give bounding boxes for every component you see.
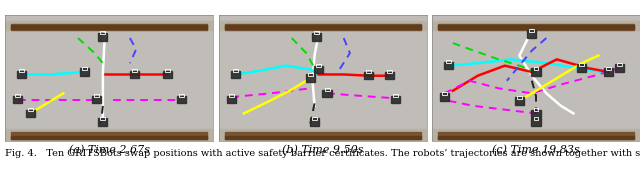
Bar — [446, 60, 451, 63]
Bar — [366, 70, 371, 74]
Bar — [391, 96, 400, 103]
Bar — [231, 71, 240, 78]
Bar — [94, 94, 99, 97]
Bar — [577, 64, 586, 72]
Bar — [13, 96, 22, 103]
Bar — [19, 69, 24, 72]
Bar — [606, 67, 611, 70]
Bar — [604, 68, 613, 76]
Bar — [227, 96, 236, 103]
Bar — [229, 94, 234, 97]
Bar — [99, 33, 108, 41]
Bar — [28, 108, 33, 111]
Bar — [387, 70, 392, 74]
Bar — [438, 25, 634, 29]
Bar — [323, 90, 332, 97]
Bar — [5, 21, 213, 30]
Bar — [517, 96, 522, 99]
Bar — [531, 110, 541, 117]
Bar — [219, 21, 427, 30]
Bar — [438, 132, 634, 139]
Bar — [219, 129, 427, 141]
Bar — [82, 67, 86, 70]
Bar — [385, 72, 394, 80]
Bar — [364, 72, 373, 80]
Bar — [314, 66, 323, 73]
Bar — [614, 64, 624, 72]
Bar — [12, 24, 207, 30]
Bar — [527, 30, 536, 38]
Bar — [579, 63, 584, 66]
Bar — [308, 73, 313, 76]
Bar — [225, 136, 420, 139]
Bar — [177, 96, 186, 103]
Bar — [99, 119, 108, 126]
Bar — [233, 69, 238, 72]
Bar — [306, 74, 315, 82]
Bar — [393, 94, 398, 97]
Bar — [314, 31, 319, 35]
Text: (a) Time 2.67s: (a) Time 2.67s — [68, 144, 150, 155]
Bar — [132, 69, 136, 72]
Bar — [129, 71, 139, 78]
Bar — [15, 94, 20, 97]
Bar — [12, 132, 207, 139]
Bar — [438, 136, 634, 139]
Bar — [12, 136, 207, 139]
Bar — [225, 25, 420, 29]
Bar — [444, 62, 453, 69]
Bar — [515, 97, 524, 105]
Bar — [163, 71, 172, 78]
Bar — [438, 24, 634, 30]
Text: Fig. 4.   Ten GRITSBots swap positions with active safety barrier certificates. : Fig. 4. Ten GRITSBots swap positions wit… — [5, 149, 640, 158]
Bar — [312, 33, 321, 41]
Bar — [310, 119, 319, 126]
Bar — [442, 92, 447, 95]
Bar — [12, 25, 207, 29]
Bar — [100, 117, 106, 120]
Bar — [17, 71, 26, 78]
Bar — [312, 117, 317, 120]
Bar — [432, 21, 640, 30]
Bar — [617, 63, 621, 66]
Bar — [432, 129, 640, 141]
Bar — [26, 110, 35, 117]
Text: (b) Time 9.50s: (b) Time 9.50s — [282, 144, 364, 155]
Bar — [92, 96, 101, 103]
Bar — [440, 93, 449, 101]
Bar — [5, 129, 213, 141]
Bar — [225, 132, 420, 139]
Bar — [100, 31, 106, 35]
Bar — [324, 88, 330, 91]
Bar — [531, 119, 541, 126]
Bar — [165, 69, 170, 72]
Bar — [79, 68, 89, 76]
Bar — [225, 24, 420, 30]
Text: (c) Time 19.83s: (c) Time 19.83s — [492, 144, 580, 155]
Bar — [534, 67, 538, 70]
Bar — [529, 29, 534, 32]
Bar — [179, 94, 184, 97]
Bar — [534, 117, 538, 120]
Bar — [316, 64, 321, 67]
Bar — [534, 108, 538, 111]
Bar — [531, 68, 541, 76]
